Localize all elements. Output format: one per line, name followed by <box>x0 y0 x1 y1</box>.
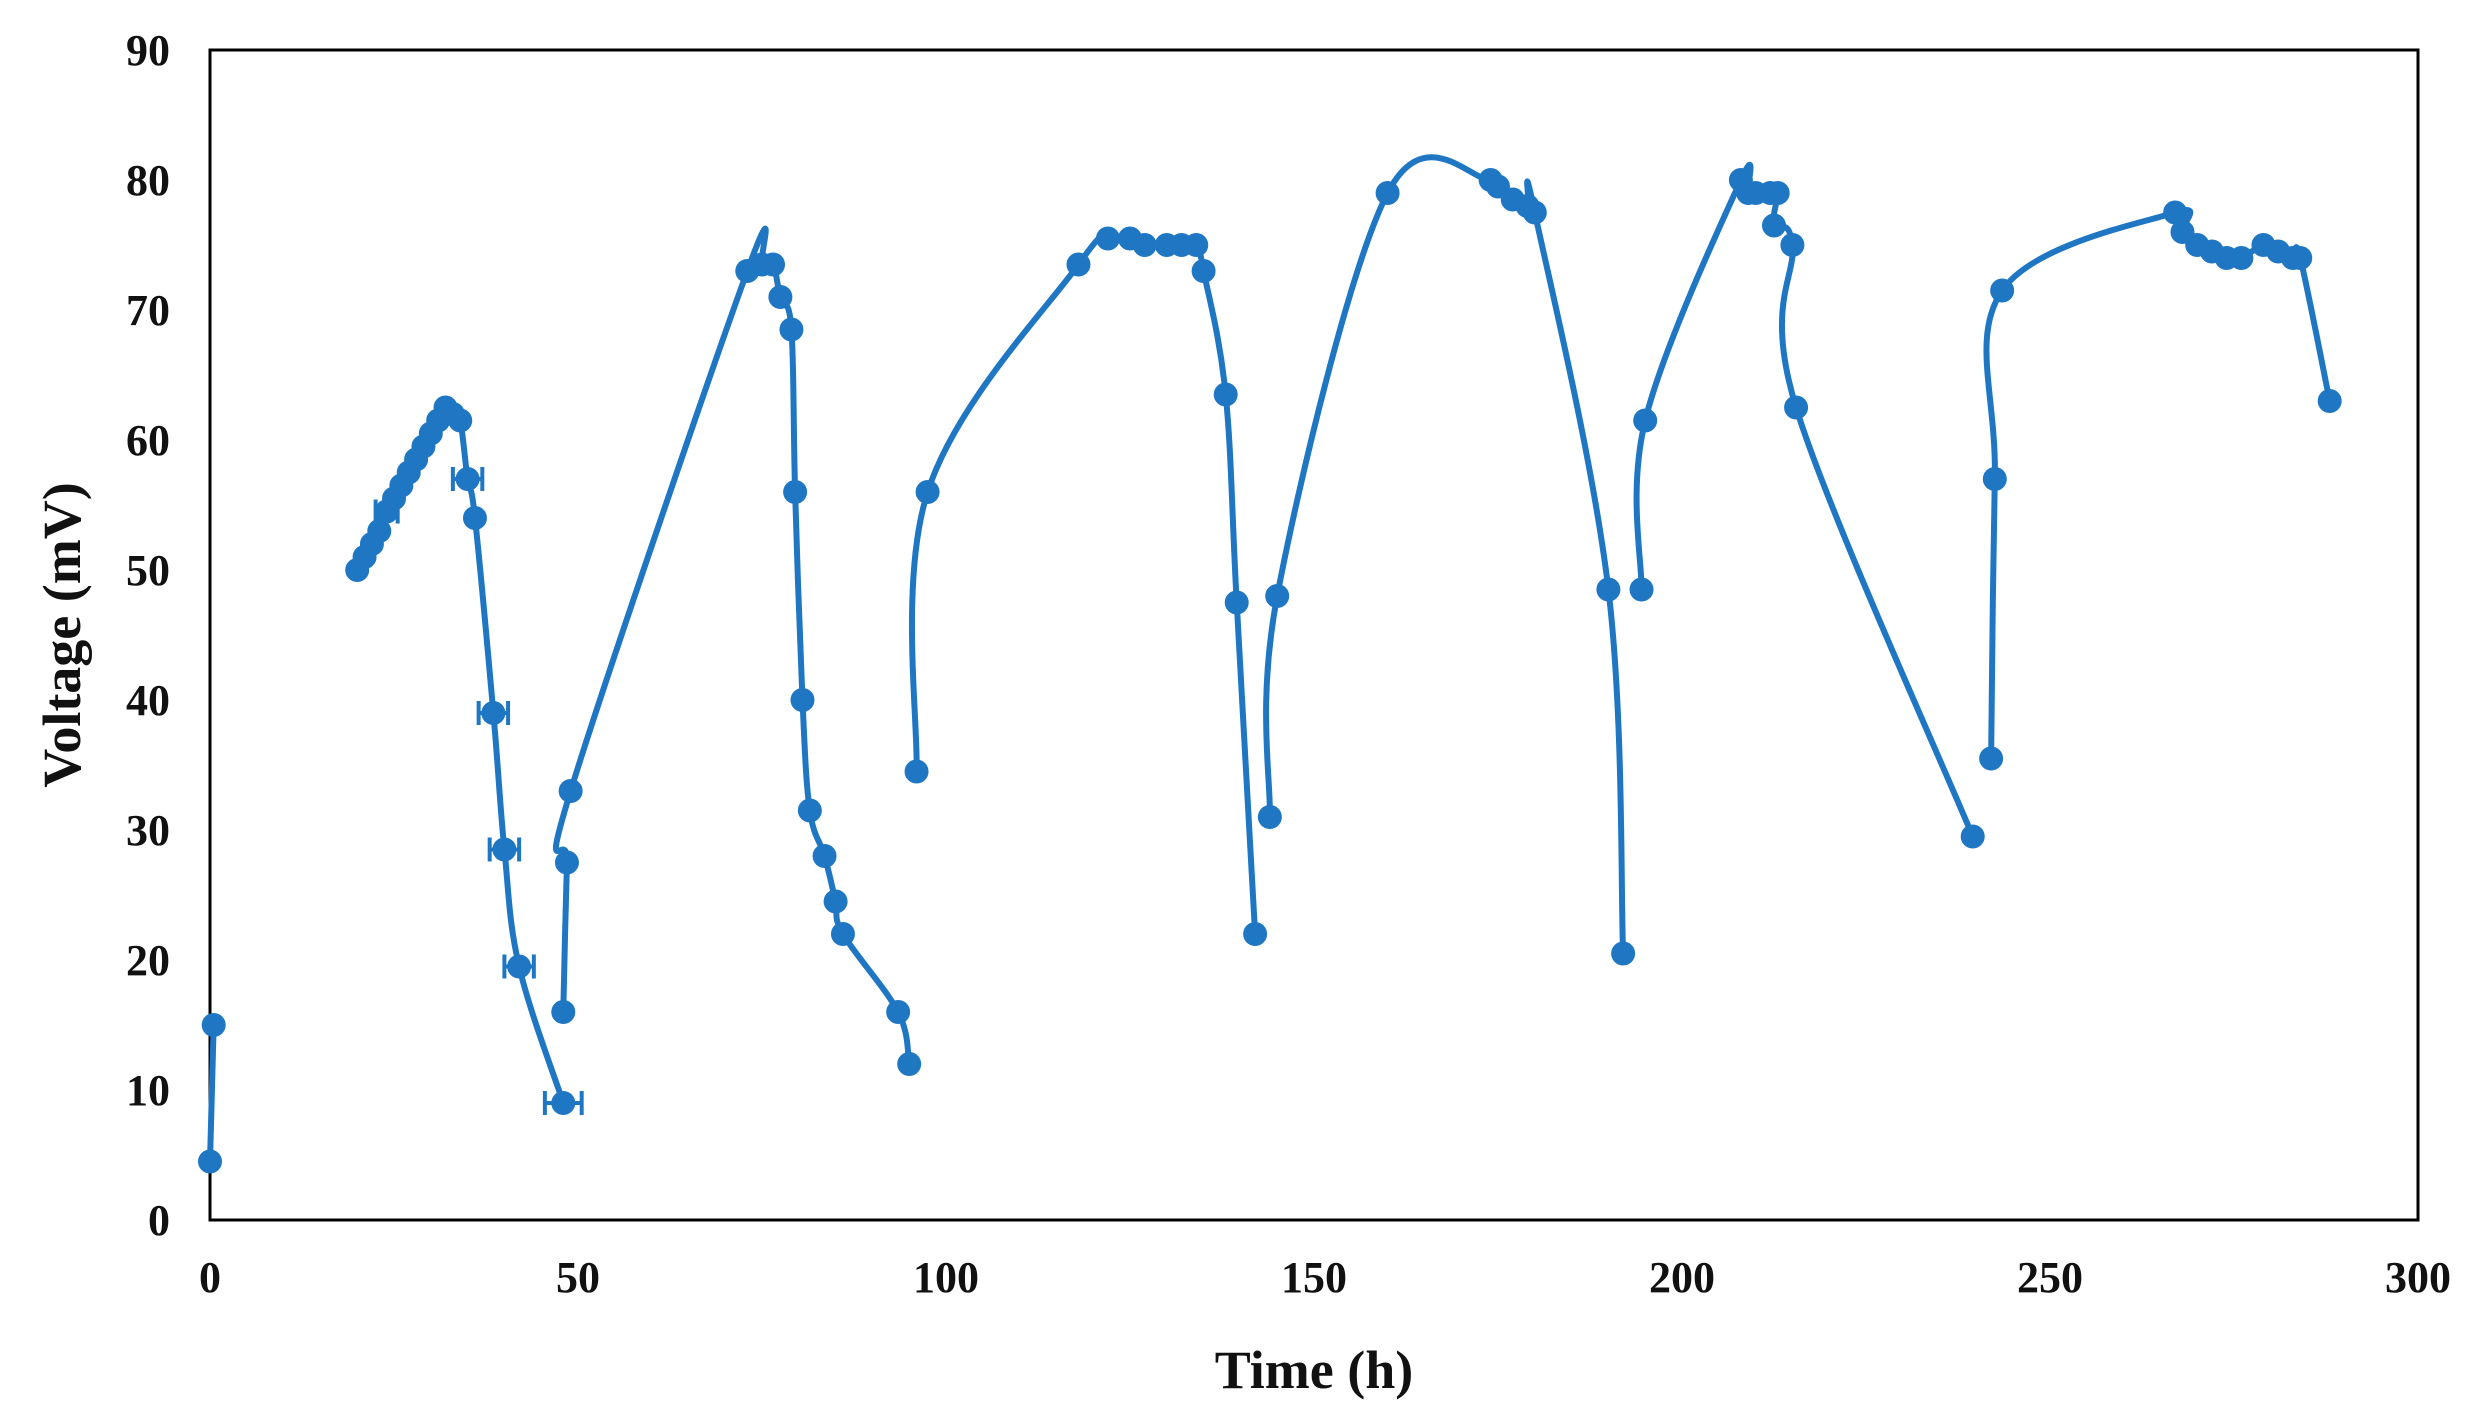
y-tick-label: 70 <box>126 286 170 335</box>
data-point <box>812 844 837 868</box>
data-point <box>2317 389 2342 413</box>
data-point <box>2163 200 2188 225</box>
data-point <box>1184 233 1209 257</box>
data-point <box>768 285 793 309</box>
x-axis-ticks: 0 50 100 150 200 250 300 <box>199 1253 2451 1302</box>
x-tick-label: 250 <box>2017 1253 2083 1302</box>
data-point <box>558 779 583 803</box>
data-point <box>1191 259 1216 283</box>
data-point <box>507 954 532 979</box>
y-tick-label: 10 <box>126 1066 170 1115</box>
y-axis-title: Voltage (mV) <box>32 482 92 787</box>
data-point <box>886 1000 911 1024</box>
data-point <box>198 1149 222 1174</box>
y-tick-label: 30 <box>126 806 170 855</box>
data-point <box>830 922 855 946</box>
y-tick-label: 50 <box>126 546 170 595</box>
data-point <box>1765 181 1790 205</box>
data-point <box>462 506 487 530</box>
y-tick-label: 40 <box>126 676 170 725</box>
data-point <box>1982 467 2007 491</box>
series-7 <box>1979 200 2342 771</box>
data-point <box>897 1052 922 1076</box>
data-point <box>1990 278 2015 303</box>
data-point <box>551 1000 576 1024</box>
x-tick-label: 300 <box>2385 1253 2451 1302</box>
series-layer <box>198 154 2342 1174</box>
x-axis-title: Time (h) <box>1215 1340 1414 1400</box>
plot-frame <box>208 48 2420 1222</box>
data-point <box>1611 941 1636 966</box>
y-axis-ticks: 0 10 20 30 40 50 60 70 80 90 <box>126 26 170 1245</box>
data-point <box>1375 181 1400 205</box>
data-point <box>915 480 940 504</box>
x-tick-label: 100 <box>913 1253 979 1302</box>
data-point <box>2288 246 2313 270</box>
plot-area <box>208 48 2420 1222</box>
data-point <box>1213 382 1238 407</box>
data-point <box>783 480 808 504</box>
data-point <box>823 889 848 914</box>
series-line <box>207 1022 217 1165</box>
data-point <box>481 701 506 725</box>
data-point <box>1257 805 1282 829</box>
data-point <box>761 252 786 277</box>
x-tick-label: 0 <box>199 1253 221 1302</box>
data-point <box>1596 577 1621 602</box>
data-point <box>554 850 579 875</box>
data-point <box>492 837 517 862</box>
series-1 <box>198 1013 226 1174</box>
series-3 <box>551 225 922 1076</box>
data-point <box>1066 252 1091 277</box>
data-point <box>367 519 392 543</box>
series-2 <box>345 395 584 1115</box>
data-point <box>1960 824 1985 849</box>
data-point <box>790 688 815 712</box>
x-tick-label: 200 <box>1649 1253 1715 1302</box>
data-point <box>779 317 804 342</box>
data-point <box>797 798 822 823</box>
y-tick-label: 90 <box>126 26 170 75</box>
series-5 <box>1257 154 1636 966</box>
data-point <box>1762 213 1786 238</box>
data-point <box>1522 200 1547 225</box>
data-point <box>1633 408 1658 433</box>
series-6 <box>1629 161 1985 849</box>
data-point <box>2229 246 2254 270</box>
data-point <box>448 408 473 433</box>
data-point <box>1243 922 1268 946</box>
data-point <box>551 1091 576 1115</box>
x-tick-label: 150 <box>1281 1253 1347 1302</box>
y-tick-label: 80 <box>126 156 170 205</box>
data-point <box>1629 577 1654 602</box>
data-point <box>1224 590 1249 615</box>
data-point <box>1265 584 1290 608</box>
data-point <box>455 467 480 491</box>
x-tick-label: 50 <box>556 1253 600 1302</box>
data-point <box>904 759 929 784</box>
data-point <box>1780 233 1805 257</box>
data-point <box>1132 233 1157 257</box>
data-point <box>201 1013 226 1037</box>
y-tick-label: 0 <box>148 1196 170 1245</box>
data-point <box>1979 746 2004 771</box>
y-tick-label: 20 <box>126 936 170 985</box>
series-4 <box>904 226 1268 946</box>
data-point <box>1095 226 1120 251</box>
y-tick-label: 60 <box>126 416 170 465</box>
data-point <box>1784 395 1809 420</box>
